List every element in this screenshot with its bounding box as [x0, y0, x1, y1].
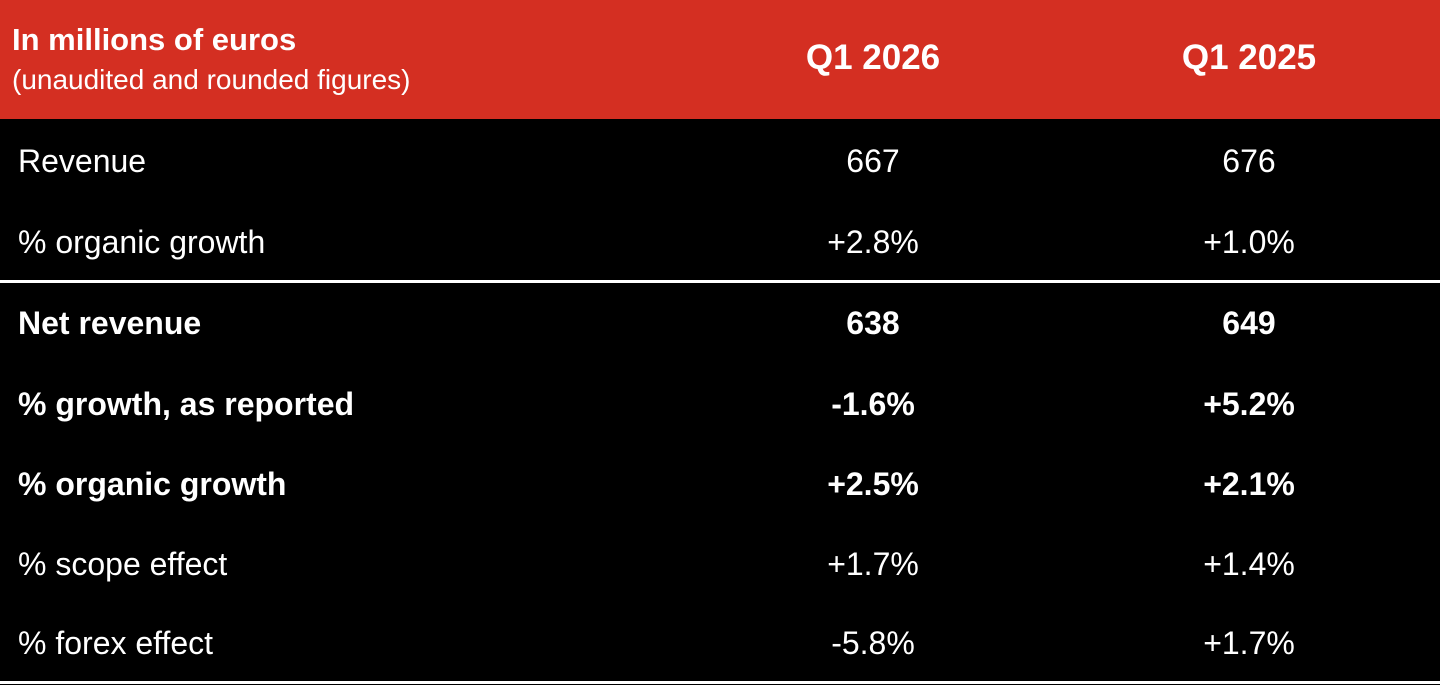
- row-value-q1-2026: -5.8%: [831, 625, 915, 661]
- table-row-net-organic-growth: % organic growth +2.5% +2.1%: [0, 444, 1440, 524]
- column-header-q1-2025: Q1 2025: [1181, 38, 1317, 77]
- header-title: In millions of euros: [12, 22, 297, 57]
- row-value-q1-2025: +5.2%: [1203, 386, 1295, 422]
- header-subtitle: (unaudited and rounded figures): [12, 64, 411, 95]
- row-value-q1-2025: +1.4%: [1203, 546, 1295, 582]
- row-value-q1-2026: +2.8%: [827, 224, 919, 260]
- bottom-divider: [0, 681, 1440, 684]
- table-row-forex-effect: % forex effect -5.8% +1.7%: [0, 603, 1440, 683]
- row-value-q1-2026: 667: [846, 143, 900, 179]
- row-label: % forex effect: [18, 625, 214, 661]
- row-label: % scope effect: [18, 546, 228, 582]
- row-label: % organic growth: [18, 224, 266, 260]
- row-value-q1-2026: -1.6%: [831, 386, 915, 422]
- table-row-revenue: Revenue 667 676: [0, 121, 1440, 201]
- row-value-q1-2025: 676: [1222, 143, 1276, 179]
- row-value-q1-2025: +1.0%: [1203, 224, 1295, 260]
- row-label: Net revenue: [18, 305, 202, 341]
- section-divider: [0, 280, 1440, 283]
- row-value-q1-2026: +1.7%: [827, 546, 919, 582]
- row-value-q1-2026: +2.5%: [827, 466, 919, 502]
- row-label: % organic growth: [18, 466, 287, 502]
- row-value-q1-2025: +1.7%: [1203, 625, 1295, 661]
- row-value-q1-2025: 649: [1222, 305, 1276, 341]
- table-row-growth-reported: % growth, as reported -1.6% +5.2%: [0, 364, 1440, 444]
- row-label: % growth, as reported: [18, 386, 355, 422]
- column-header-q1-2026: Q1 2026: [805, 38, 941, 77]
- table-row-scope-effect: % scope effect +1.7% +1.4%: [0, 524, 1440, 604]
- table-header: In millions of euros (unaudited and roun…: [0, 0, 1440, 119]
- table-row-organic-growth: % organic growth +2.8% +1.0%: [0, 202, 1440, 282]
- row-label: Revenue: [18, 143, 147, 179]
- row-value-q1-2026: 638: [846, 305, 900, 341]
- row-value-q1-2025: +2.1%: [1203, 466, 1295, 502]
- table-row-net-revenue: Net revenue 638 649: [0, 283, 1440, 363]
